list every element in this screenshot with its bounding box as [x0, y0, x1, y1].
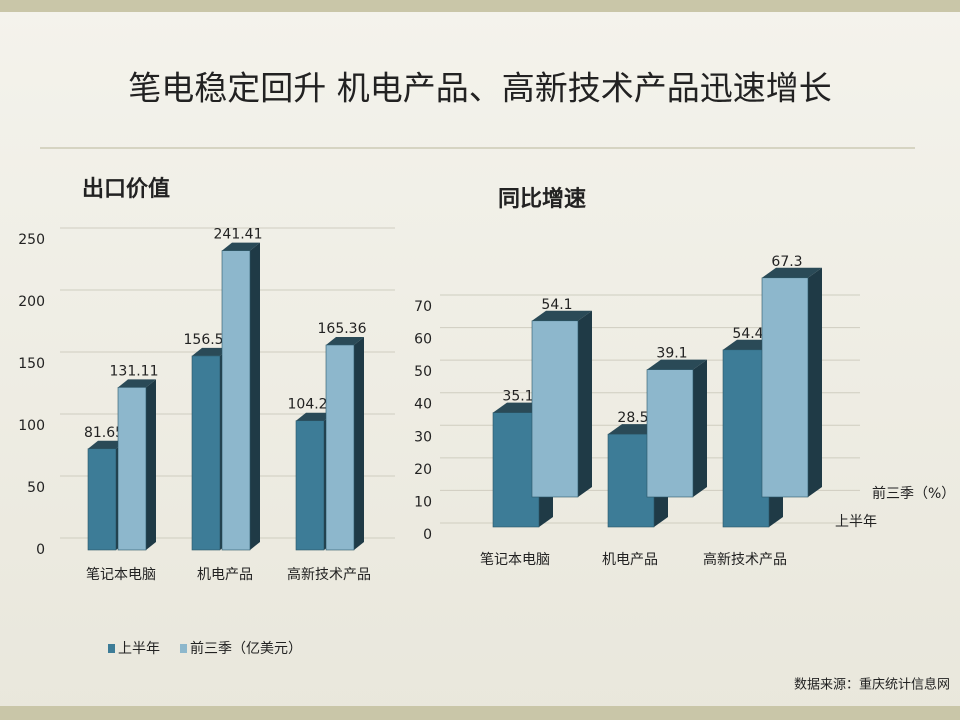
- bar-front: [607, 433, 655, 528]
- bar-side: [578, 310, 592, 497]
- y-tick-label: 150: [18, 356, 45, 372]
- y-tick-label: 200: [18, 294, 45, 310]
- x-tick-label: 笔记本电脑: [86, 567, 156, 583]
- data-label: 241.41: [214, 227, 263, 243]
- y-tick-label: 50: [414, 364, 432, 380]
- bar-side: [693, 359, 707, 497]
- legend-label: 前三季（亿美元）: [190, 640, 302, 657]
- bar-front: [722, 349, 770, 528]
- bar-top: [326, 336, 364, 345]
- data-label: 35.1: [502, 389, 533, 405]
- bar-side: [146, 379, 156, 550]
- y-tick-label: 250: [18, 232, 45, 248]
- bar-side: [808, 267, 822, 497]
- bar-top: [118, 379, 156, 388]
- bar-front: [191, 355, 221, 551]
- x-tick-label: 高新技术产品: [287, 566, 371, 583]
- bar-side: [250, 242, 260, 550]
- data-label: 81.65: [84, 425, 124, 441]
- bar: [761, 267, 822, 498]
- bar-front: [531, 320, 579, 498]
- data-label: 39.1: [656, 346, 687, 362]
- bar-side: [354, 336, 364, 550]
- data-label: 28.5: [617, 410, 648, 426]
- data-label: 54.4: [732, 326, 763, 342]
- bar-top: [222, 242, 260, 251]
- legend-label: 上半年: [118, 641, 160, 657]
- bar-top: [647, 359, 707, 370]
- bar: [221, 242, 260, 551]
- top-band: [0, 0, 960, 12]
- bar-front: [761, 277, 809, 498]
- bar: [531, 310, 592, 498]
- bar-front: [295, 420, 325, 551]
- bar-front: [325, 344, 355, 551]
- legend-swatch: [108, 644, 115, 653]
- bar-front: [87, 448, 117, 551]
- data-label: 54.1: [541, 297, 572, 313]
- x-tick-label: 笔记本电脑: [480, 552, 550, 568]
- chart-title: 同比增速: [498, 186, 586, 212]
- y-tick-label: 10: [414, 494, 432, 510]
- data-label: 67.3: [771, 254, 802, 270]
- bar: [325, 336, 364, 551]
- y-tick-label: 60: [414, 332, 432, 348]
- x-tick-label: 机电产品: [197, 567, 253, 583]
- bar-front: [492, 412, 540, 528]
- data-label: 165.36: [318, 321, 367, 337]
- x-tick-label: 机电产品: [602, 552, 658, 568]
- y-tick-label: 20: [414, 462, 432, 478]
- y-tick-label: 40: [414, 397, 432, 413]
- legend-swatch: [180, 644, 187, 653]
- legend-label: 上半年: [835, 514, 877, 530]
- bar: [646, 359, 707, 498]
- bar-front: [646, 369, 694, 498]
- y-tick-label: 50: [27, 480, 45, 496]
- data-label: 156.52: [184, 332, 233, 348]
- y-tick-label: 100: [18, 418, 45, 434]
- bar-top: [192, 347, 230, 356]
- y-tick-label: 70: [414, 299, 432, 315]
- bar-top: [88, 440, 126, 449]
- legend-label: 前三季（%）: [872, 485, 955, 502]
- bottom-band: [0, 706, 960, 720]
- y-tick-label: 0: [36, 542, 45, 558]
- bar-front: [117, 387, 147, 551]
- bar: [117, 379, 156, 551]
- chart-title: 出口价值: [82, 176, 170, 202]
- data-label: 104.27: [288, 397, 337, 413]
- bar-front: [221, 250, 251, 551]
- bar-top: [532, 310, 592, 321]
- data-label: 131.11: [110, 363, 159, 379]
- bar-top: [762, 267, 822, 278]
- y-tick-label: 30: [414, 429, 432, 445]
- source-note: 数据来源：重庆统计信息网: [794, 677, 950, 693]
- y-tick-label: 0: [423, 527, 432, 543]
- bar-top: [296, 412, 334, 421]
- x-tick-label: 高新技术产品: [703, 551, 787, 568]
- slide-title: 笔电稳定回升 机电产品、高新技术产品迅速增长: [128, 69, 832, 108]
